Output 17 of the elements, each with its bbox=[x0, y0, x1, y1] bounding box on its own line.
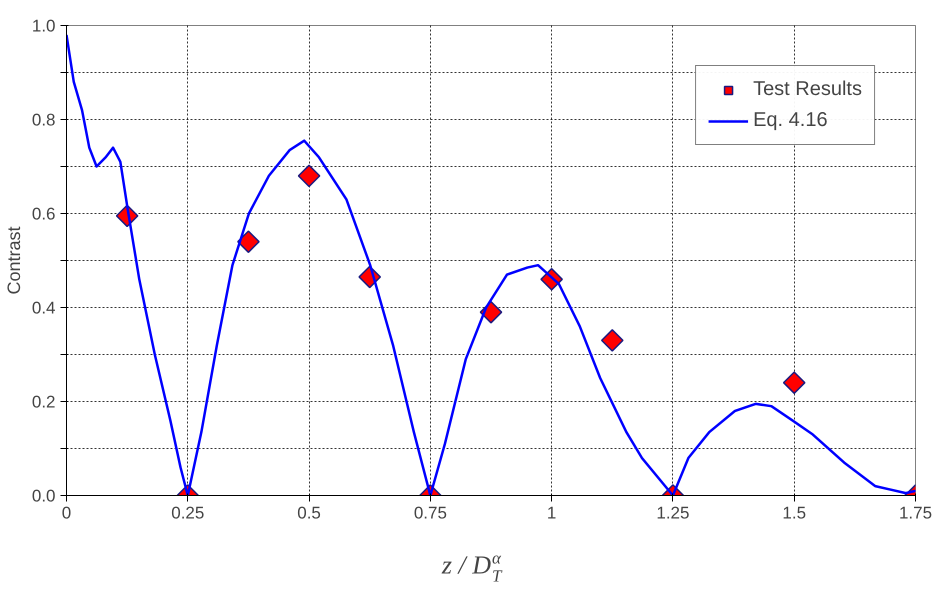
x-tick-label: 0.5 bbox=[297, 504, 321, 522]
x-tick-label: 0 bbox=[62, 504, 72, 522]
y-tick-label: 0.2 bbox=[32, 392, 56, 412]
x-tick-label: 1 bbox=[546, 504, 556, 522]
x-tick-label: 1.5 bbox=[782, 504, 806, 522]
x-tick-label: 1.75 bbox=[898, 504, 932, 522]
y-tick-label: 0.4 bbox=[32, 298, 56, 318]
legend-label: Eq. 4.16 bbox=[753, 109, 828, 132]
x-tick-label: 1.25 bbox=[656, 504, 690, 522]
y-tick-label: 1.0 bbox=[32, 16, 56, 36]
y-axis-title: Contrast bbox=[4, 226, 24, 295]
x-tick-label: 0.25 bbox=[171, 504, 204, 522]
y-tick-label: 0.6 bbox=[32, 204, 56, 224]
y-tick-label: 0.0 bbox=[32, 486, 56, 506]
y-tick-label: 0.8 bbox=[32, 110, 56, 130]
x-tick-label: 0.75 bbox=[414, 504, 447, 522]
legend-label: Test Results bbox=[753, 78, 862, 101]
